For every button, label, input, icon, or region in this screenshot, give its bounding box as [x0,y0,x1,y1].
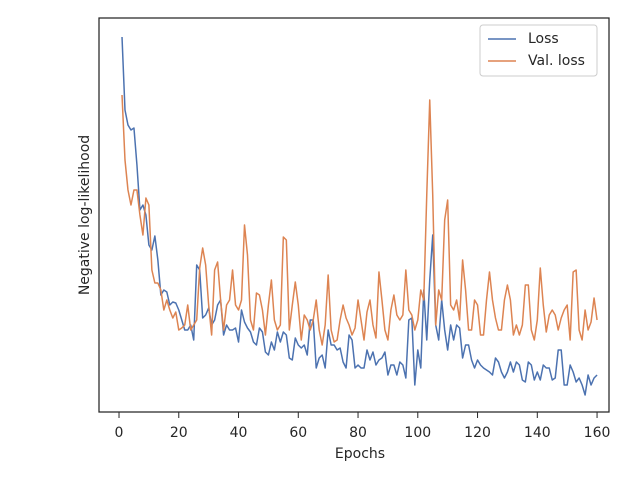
x-tick-label: 40 [230,425,248,441]
x-tick-label: 60 [289,425,307,441]
legend-label: Loss [528,31,559,47]
line-series [121,94,598,346]
x-tick-label: 160 [584,425,611,441]
x-tick-label: 120 [464,425,491,441]
x-tick-label: 80 [349,425,367,441]
legend-label: Val. loss [528,53,585,69]
y-axis-label: Negative log-likelihood [77,135,93,295]
x-tick-label: 20 [170,425,188,441]
x-tick-label: 140 [524,425,551,441]
plot-frame [98,17,610,413]
x-axis-label: Epochs [335,446,385,462]
x-tick-label: 0 [115,425,124,441]
legend-box [479,24,598,77]
x-tick-label: 100 [404,425,431,441]
line-series [121,36,598,396]
